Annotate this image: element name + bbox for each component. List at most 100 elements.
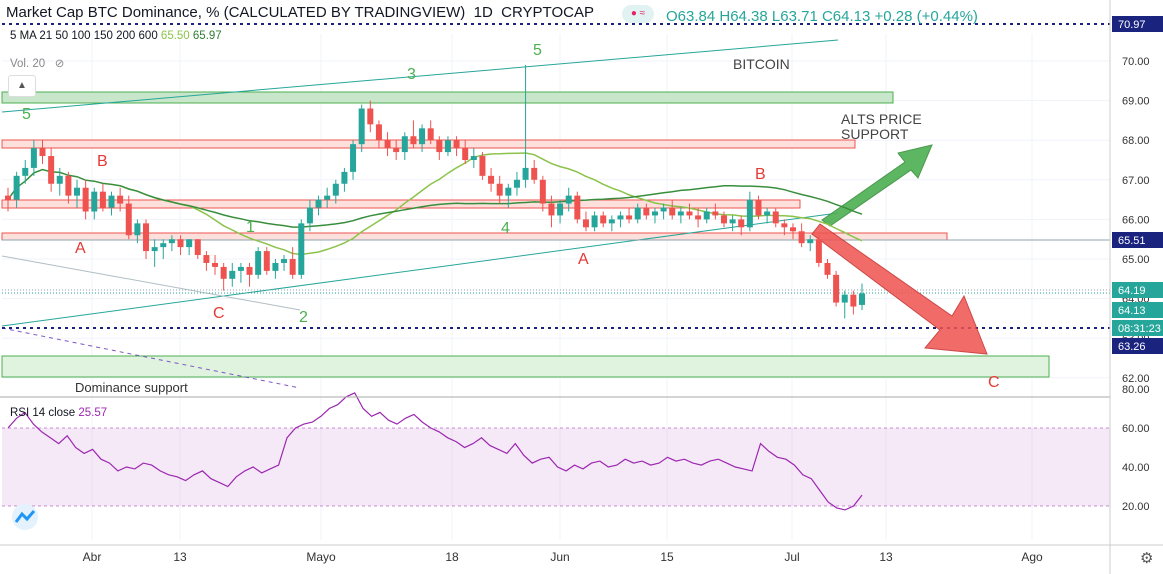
candle-body (729, 219, 736, 224)
ma-value-1: 65.50 (160, 30, 190, 42)
candle-body (315, 199, 322, 208)
label-b-1: B (97, 153, 108, 170)
y-tick-label: 70.00 (1122, 56, 1150, 68)
y-tick-label: 68.00 (1122, 135, 1150, 147)
ma-label: 5 MA 21 50 100 150 200 600 (10, 30, 158, 42)
candle-body (600, 215, 607, 224)
settings-gear-icon[interactable]: ⚙ (1140, 550, 1153, 567)
candle-body (91, 191, 98, 212)
price-tag (1112, 302, 1163, 318)
candle-body (186, 239, 193, 248)
candle-body (574, 195, 581, 220)
rsi-path (7, 392, 863, 511)
y-tick-label: 62.00 (1122, 373, 1150, 385)
candle-body (626, 215, 633, 220)
x-tick-label: Jun (550, 550, 569, 564)
candle-body (419, 128, 426, 145)
label-a-2: A (578, 251, 589, 268)
candle-body (177, 239, 184, 248)
price-tag (1112, 338, 1163, 354)
candle-body (375, 124, 382, 141)
price-tag-text: 65.51 (1118, 235, 1146, 247)
candle-body (436, 140, 443, 153)
candle-body (82, 187, 89, 212)
candle-body (255, 251, 262, 275)
label-c-2: C (988, 374, 1000, 391)
interval[interactable]: 1D (473, 4, 493, 21)
price-tag-text: 70.97 (1118, 19, 1146, 31)
wave-3: 3 (407, 66, 416, 83)
candle-body (194, 239, 201, 256)
candle-body (160, 243, 167, 248)
symbol-title[interactable]: Market Cap BTC Dominance, % (CALCULATED … (6, 4, 466, 21)
rsi-tick-label: 20.00 (1122, 501, 1150, 513)
candle-body (703, 211, 710, 220)
candle-body (539, 179, 546, 204)
candle-body (30, 148, 37, 168)
candle-body (324, 195, 331, 200)
candle-body (470, 156, 477, 160)
zone-66-5 (1, 199, 801, 209)
candle-body (738, 219, 745, 228)
dashed-trend-line (1, 327, 301, 389)
candle-body (789, 227, 796, 232)
candle-body (134, 223, 141, 236)
candle-body (220, 266, 227, 279)
exchange: CRYPTOCAP (501, 4, 594, 21)
candle-body (48, 156, 55, 184)
rsi-tick-label: 80.00 (1122, 384, 1150, 396)
candle-body (298, 223, 305, 275)
price-tag-text: 63.26 (1118, 341, 1146, 353)
tradingview-logo-mark (14, 510, 36, 523)
price-tag (1112, 282, 1163, 298)
candle-body (557, 203, 564, 216)
price-grid (2, 34, 1110, 540)
label-alts-1: ALTS PRICE (841, 111, 922, 127)
candle-body (281, 259, 288, 263)
market-status-icon[interactable]: ● ≈ (622, 5, 654, 23)
x-tick-label: 13 (879, 550, 893, 564)
rsi-tick-label: 60.00 (1122, 423, 1150, 435)
y-tick-label: 67.00 (1122, 175, 1150, 187)
candle-body (117, 195, 124, 204)
candle-body (833, 274, 840, 303)
candle-body (548, 203, 555, 216)
candle-body (617, 215, 624, 220)
collapse-legend-button[interactable]: ▲ (8, 75, 36, 97)
candle-body (591, 215, 598, 228)
volume-legend[interactable]: Vol. 20 ⊘ (10, 56, 64, 70)
red-arrow (811, 223, 988, 355)
candle-body (168, 239, 175, 244)
resistance-zone-69 (1, 91, 894, 104)
green-arrow (821, 144, 933, 227)
price-tag (1112, 320, 1163, 336)
price-tag (1112, 16, 1163, 32)
x-tick-label: 15 (660, 550, 674, 564)
candle-body (695, 215, 702, 220)
candle-body (798, 231, 805, 244)
ma-50-line (7, 168, 863, 228)
candle-body (807, 239, 814, 244)
eye-off-icon[interactable]: ⊘ (48, 58, 65, 70)
candle-body (229, 270, 236, 279)
candle-body (582, 219, 589, 228)
ma-21-line (119, 152, 863, 256)
candle-body (393, 148, 400, 153)
candle-body (772, 211, 779, 224)
candle-body (151, 247, 158, 252)
candle-body (841, 294, 848, 303)
ohlc-values: O63.84 H64.38 L63.71 C64.13 +0.28 (+0.44… (666, 8, 978, 25)
rsi-legend[interactable]: RSI 14 close 25.57 (10, 407, 107, 419)
ma-legend[interactable]: 5 MA 21 50 100 150 200 600 65.50 65.97 (10, 30, 222, 42)
candle-body (237, 266, 244, 271)
candle-body (850, 294, 857, 307)
candle-body (720, 215, 727, 224)
candle-body (306, 207, 313, 224)
candle-body (99, 191, 106, 208)
y-tick-label: 66.00 (1122, 214, 1150, 226)
candle-body (505, 187, 512, 196)
candle-body (13, 175, 20, 200)
rsi-tick-label: 40.00 (1122, 462, 1150, 474)
